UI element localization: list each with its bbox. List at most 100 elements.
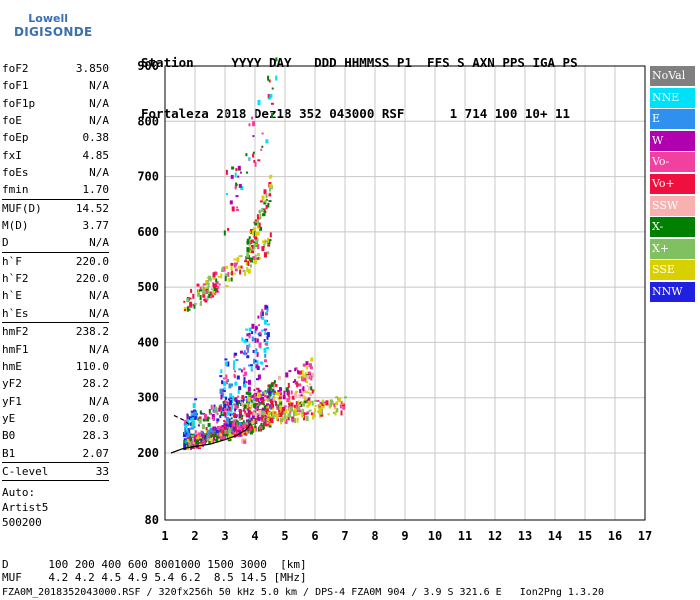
param-value: N/A	[89, 306, 109, 320]
echo-point	[265, 421, 269, 424]
echo-point	[190, 424, 194, 428]
echo-point	[309, 392, 312, 396]
param-value: N/A	[89, 289, 109, 303]
echo-point	[262, 213, 266, 217]
echo-point	[200, 430, 203, 434]
param-row: fxI 4.85	[2, 147, 109, 164]
echo-point	[298, 393, 302, 398]
echo-point	[246, 171, 248, 174]
echo-point	[306, 375, 310, 380]
echo-point	[294, 392, 298, 398]
echo-point	[287, 417, 290, 421]
echo-point	[247, 347, 250, 353]
echo-point	[242, 403, 245, 408]
echo-point	[307, 387, 310, 391]
param-value: 0.38	[82, 131, 110, 145]
echo-point	[311, 372, 314, 378]
echo-point	[253, 244, 256, 249]
echo-point	[202, 440, 206, 446]
echo-point	[189, 422, 192, 426]
echo-point	[299, 402, 302, 405]
echo-point	[247, 386, 251, 392]
x-tick-label: 12	[488, 529, 502, 543]
param-value: 110.0	[75, 359, 109, 373]
x-tick-label: 10	[428, 529, 442, 543]
echo-point	[225, 265, 229, 269]
echo-point	[275, 75, 278, 81]
echo-point	[199, 289, 202, 292]
echo-point	[332, 411, 336, 414]
echo-point	[253, 389, 256, 392]
echo-point	[230, 417, 233, 420]
param-value: 220.0	[75, 254, 109, 268]
echo-point	[229, 434, 232, 440]
echo-point	[206, 295, 209, 301]
echo-point	[265, 365, 269, 368]
v-hhmmss: 043000	[329, 106, 375, 121]
echo-point	[333, 403, 336, 408]
echo-point	[199, 438, 203, 441]
echo-point	[314, 399, 318, 402]
echo-point	[254, 425, 257, 429]
echo-point	[276, 405, 279, 410]
echo-point	[293, 404, 296, 408]
echo-point	[268, 79, 271, 83]
echo-point	[282, 395, 286, 400]
param-row: yF2 28.2	[2, 375, 109, 392]
echo-point	[318, 404, 322, 406]
echo-point	[258, 342, 262, 348]
echo-point	[193, 420, 196, 423]
echo-point	[224, 412, 227, 418]
echo-point	[247, 411, 250, 416]
electron-density-profile	[170, 423, 251, 454]
echo-point	[254, 257, 258, 261]
echo-point	[198, 436, 202, 441]
echo-point	[248, 423, 251, 426]
echo-point	[336, 408, 339, 412]
echo-point	[187, 444, 189, 447]
echo-point	[263, 395, 267, 397]
echo-point	[245, 260, 249, 266]
echo-point	[226, 426, 230, 432]
echo-point	[264, 199, 267, 203]
software-version: Ion2Png 1.3.20	[519, 587, 605, 598]
param-row: foF2 3.850	[2, 60, 109, 77]
echo-point	[250, 418, 253, 421]
echo-point	[197, 417, 200, 421]
echo-point	[273, 380, 276, 384]
echo-point	[245, 396, 248, 398]
echo-point	[268, 424, 272, 428]
echo-point	[252, 121, 256, 127]
echo-point	[250, 423, 253, 428]
echo-point	[294, 368, 297, 372]
echo-point	[219, 375, 223, 378]
echo-point	[296, 417, 299, 423]
y-tick-label: 900	[137, 59, 159, 73]
echo-point	[242, 269, 246, 272]
echo-point	[280, 418, 283, 422]
echo-point	[195, 433, 199, 436]
echo-point	[252, 337, 256, 341]
echo-point	[223, 403, 227, 409]
echo-point	[233, 262, 236, 268]
echo-point	[240, 265, 243, 269]
echo-point	[248, 236, 251, 240]
echo-point	[261, 391, 264, 395]
echo-point	[248, 343, 251, 348]
param-name: hmF2	[2, 325, 29, 339]
echo-point	[237, 395, 240, 398]
echo-point	[268, 384, 272, 390]
echo-point	[295, 401, 298, 407]
echo-point	[264, 421, 267, 426]
echo-point	[321, 402, 325, 406]
echo-point	[256, 338, 259, 343]
echo-point	[257, 416, 261, 421]
echo-point	[258, 324, 260, 327]
echo-point	[202, 283, 206, 286]
x-tick-label: 9	[401, 529, 408, 543]
echo-point	[285, 372, 289, 378]
echo-point	[266, 335, 269, 340]
param-row: MUF(D) 14.52	[2, 200, 109, 217]
echo-point	[213, 283, 216, 289]
echo-point	[267, 411, 271, 415]
